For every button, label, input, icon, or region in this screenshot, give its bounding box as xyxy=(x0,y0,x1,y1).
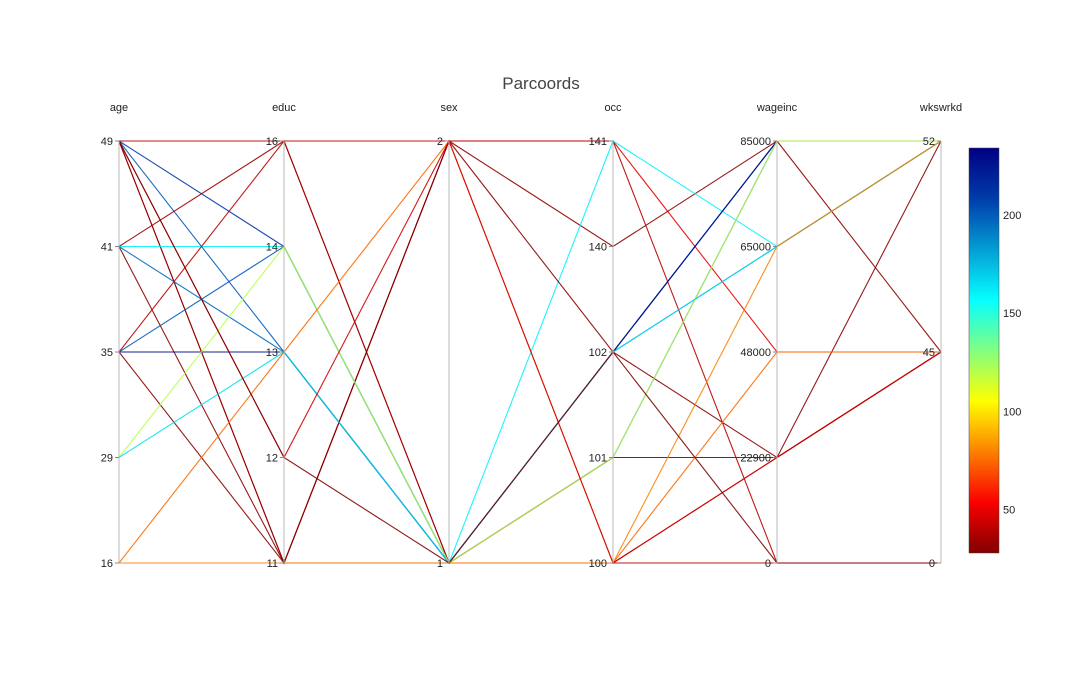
axis-tick-label: 48000 xyxy=(740,347,771,359)
axis-wageinc[interactable]: wageinc 0 22900 48000 65000 85000 xyxy=(740,102,797,570)
axis-label: age xyxy=(110,102,128,114)
axes: age1629354149educ1112131416sex12occ10010… xyxy=(101,102,962,570)
colorbar-tick-label: 50 xyxy=(1003,505,1015,517)
colorbar-tick-label: 100 xyxy=(1003,406,1021,418)
axis-tick-label: 0 xyxy=(929,558,935,570)
axis-label: occ xyxy=(604,102,622,114)
axis-tick-label: 1 xyxy=(437,558,443,570)
axis-wkswrkd[interactable]: wkswrkd 0 45 52 xyxy=(919,102,962,570)
axis-tick-label: 13 xyxy=(266,347,278,359)
axis-tick-label: 65000 xyxy=(740,242,771,254)
axis-tick-label: 100 xyxy=(589,558,607,570)
axis-label: educ xyxy=(272,102,296,114)
axis-tick-label: 16 xyxy=(266,136,278,148)
axis-tick-label: 11 xyxy=(267,558,278,570)
axis-tick-label: 22900 xyxy=(740,453,771,465)
axis-tick-label: 16 xyxy=(101,558,113,570)
axis-educ[interactable]: educ 11 12 13 14 16 xyxy=(266,102,297,570)
axis-tick-label: 12 xyxy=(266,453,278,465)
record-line-13 xyxy=(118,140,941,564)
axis-occ[interactable]: occ 100 101 102 140 141 xyxy=(589,102,622,570)
axis-tick-label: 49 xyxy=(101,136,113,148)
axis-sex[interactable]: sex 1 2 xyxy=(437,102,458,570)
axis-tick-label: 0 xyxy=(765,558,771,570)
axis-label: wageinc xyxy=(756,102,798,114)
axis-label: sex xyxy=(440,102,458,114)
axis-tick-label: 45 xyxy=(923,347,935,359)
record-line-16 xyxy=(119,140,942,564)
colorbar-tick-label: 200 xyxy=(1003,210,1021,222)
colorbar: 50 100 150 200 xyxy=(968,147,1021,554)
axis-tick-label: 85000 xyxy=(740,136,771,148)
axis-age[interactable]: age 16 29 35 41 49 xyxy=(101,102,128,570)
record-lines xyxy=(118,139,942,565)
axis-label: wkswrkd xyxy=(919,102,962,114)
record-line-18 xyxy=(118,140,941,564)
record-line-4 xyxy=(118,140,942,565)
axis-tick-label: 140 xyxy=(589,242,607,254)
axis-tick-label: 52 xyxy=(923,136,935,148)
axis-tick-label: 29 xyxy=(101,453,113,465)
axis-tick-label: 2 xyxy=(437,136,443,148)
chart-title: Parcoords xyxy=(502,74,579,93)
axis-tick-label: 35 xyxy=(101,347,113,359)
axis-tick-label: 41 xyxy=(101,242,113,254)
axis-tick-label: 101 xyxy=(589,453,607,465)
colorbar-gradient xyxy=(968,147,1000,554)
colorbar-tick-label: 150 xyxy=(1003,308,1021,320)
axis-tick-label: 14 xyxy=(266,242,278,254)
axis-tick-label: 102 xyxy=(589,347,607,359)
axis-tick-label: 141 xyxy=(589,136,607,148)
record-line-8 xyxy=(118,139,942,565)
